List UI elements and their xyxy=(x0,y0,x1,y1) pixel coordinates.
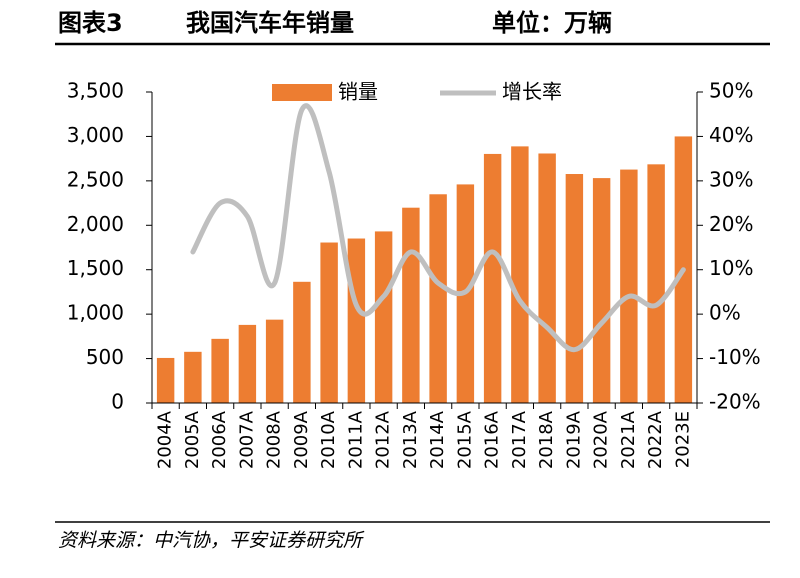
y2-tick-label: 40% xyxy=(709,123,753,147)
y-tick-label: 2,000 xyxy=(67,212,124,236)
y-tick-label: 3,000 xyxy=(67,123,124,147)
x-tick-label: 2004A xyxy=(155,410,176,469)
y-tick-label: 1,500 xyxy=(67,256,124,280)
y-tick-label: 3,500 xyxy=(67,79,124,103)
bar xyxy=(565,174,584,403)
bar xyxy=(511,146,529,404)
y-tick-label: 1,000 xyxy=(67,301,124,325)
x-tick-label: 2016A xyxy=(482,410,503,469)
y2-tick-label: -20% xyxy=(709,390,761,414)
y2-tick-label: 0% xyxy=(709,301,741,325)
bar xyxy=(156,357,175,403)
bar xyxy=(620,169,638,403)
growth-line xyxy=(190,103,686,353)
figure-label: 图表3 xyxy=(58,9,123,37)
legend-swatch xyxy=(272,84,332,101)
x-tick-label: 2020A xyxy=(591,410,612,469)
x-tick-label: 2009A xyxy=(291,410,312,469)
unit-label: 单位：万辆 xyxy=(492,9,612,37)
y2-tick-label: 20% xyxy=(709,212,753,236)
bar xyxy=(592,178,611,403)
x-tick-label: 2006A xyxy=(209,410,230,469)
x-tick-label: 2007A xyxy=(236,410,257,469)
bar xyxy=(483,153,502,403)
x-tick-label: 2022A xyxy=(645,410,666,469)
x-tick-label: 2013A xyxy=(400,410,421,469)
legend-label: 增长率 xyxy=(502,80,562,104)
x-tick-label: 2005A xyxy=(182,410,203,469)
y2-tick-label: 10% xyxy=(709,256,753,280)
bar xyxy=(293,281,311,403)
bar xyxy=(429,194,447,403)
y-tick-label: 500 xyxy=(86,345,124,369)
legend-label: 销量 xyxy=(338,80,378,104)
x-tick-label: 2021A xyxy=(618,410,639,469)
source-note: 资料来源：中汽协，平安证券研究所 xyxy=(58,530,365,552)
x-tick-label: 2018A xyxy=(536,410,557,469)
y2-tick-label: -10% xyxy=(709,345,761,369)
y2-tick-label: 30% xyxy=(709,167,753,191)
bar xyxy=(647,164,665,403)
bar xyxy=(238,324,257,403)
x-tick-label: 2012A xyxy=(373,410,394,469)
chart-title: 我国汽车年销量 xyxy=(186,9,354,37)
y-tick-label: 0 xyxy=(111,390,124,414)
bar xyxy=(374,231,393,403)
bar xyxy=(184,351,202,403)
bar xyxy=(320,242,338,403)
bar xyxy=(265,319,284,403)
bar xyxy=(402,207,420,403)
x-tick-label: 2023E xyxy=(672,411,693,468)
bar xyxy=(538,153,556,403)
x-tick-label: 2010A xyxy=(318,410,339,469)
x-tick-label: 2011A xyxy=(345,410,366,469)
y-tick-label: 2,500 xyxy=(67,167,124,191)
y2-tick-label: 50% xyxy=(709,79,753,103)
x-tick-label: 2017A xyxy=(509,410,530,469)
x-tick-label: 2019A xyxy=(563,410,584,469)
x-tick-label: 2014A xyxy=(427,410,448,469)
bar xyxy=(211,338,229,403)
x-tick-label: 2015A xyxy=(454,410,475,469)
bar xyxy=(347,238,366,403)
x-tick-label: 2008A xyxy=(264,410,285,469)
